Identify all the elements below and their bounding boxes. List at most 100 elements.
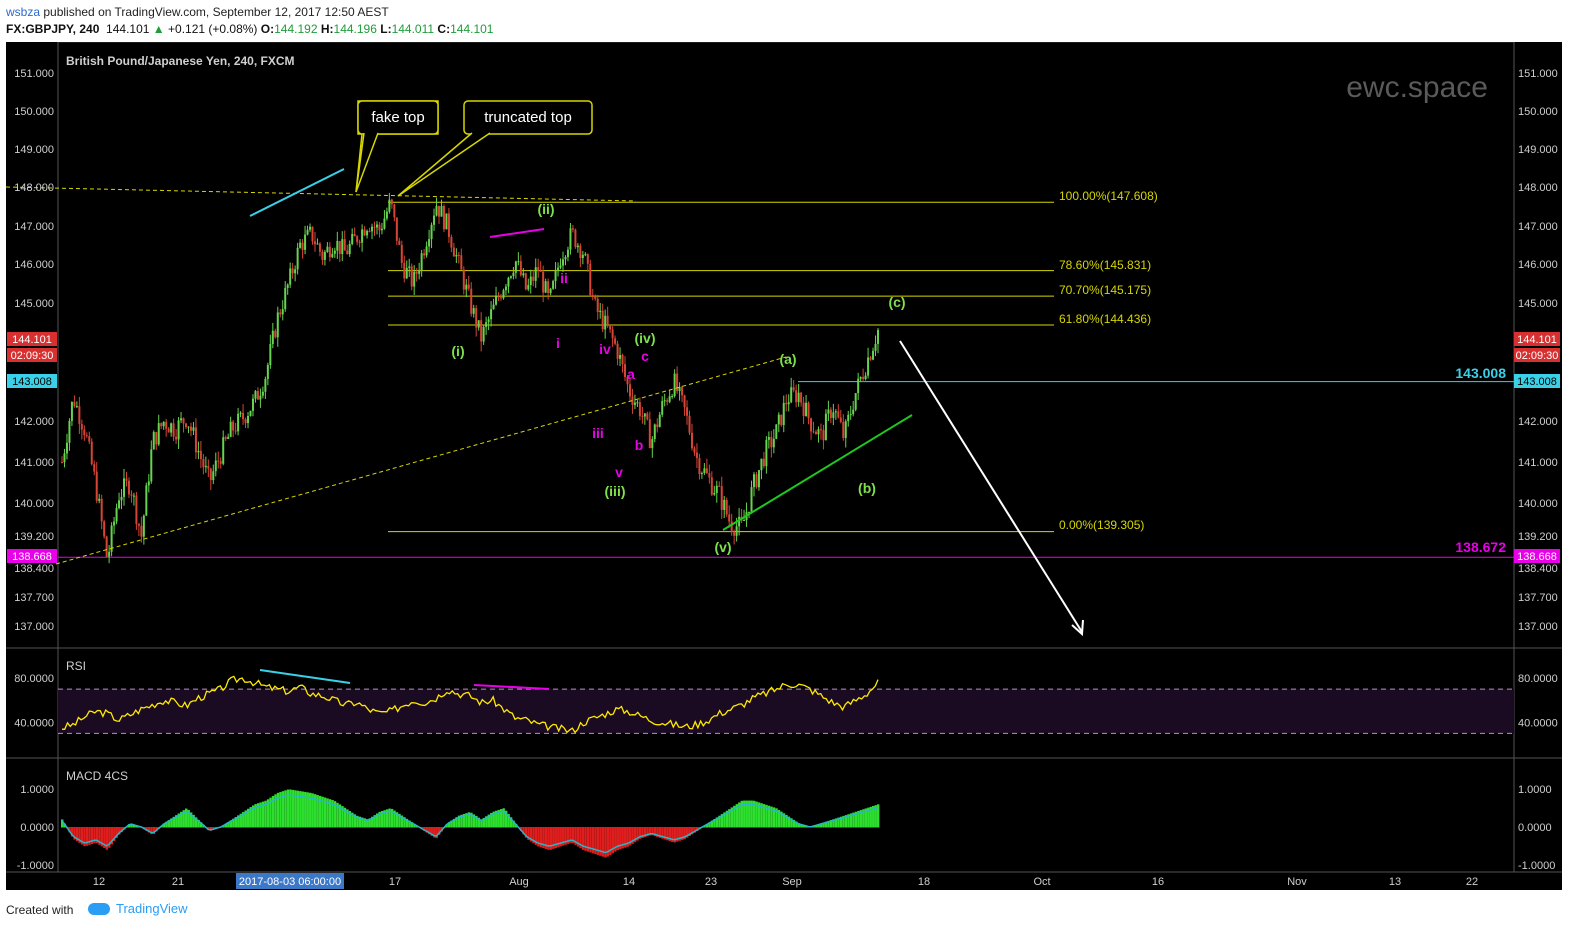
macd-signal-line	[61, 794, 879, 854]
wave-green-a: (a)	[779, 351, 796, 367]
candle-body	[328, 246, 331, 258]
open-value: 144.192	[274, 22, 318, 36]
macd-bar	[671, 827, 674, 842]
chart-area[interactable]: 151.000 151.000 150.000 150.000 149.000 149.0…	[5, 41, 1562, 890]
candle-body	[207, 465, 210, 469]
macd-bar	[232, 818, 235, 828]
candle-body	[368, 230, 371, 232]
candle-body	[524, 273, 527, 290]
macd-bar	[619, 827, 622, 850]
candle-body	[599, 310, 602, 312]
tradingview-link[interactable]: TradingView	[88, 901, 188, 916]
macd-bar	[398, 813, 401, 828]
candle-body	[85, 435, 88, 437]
macd-bar	[869, 806, 872, 828]
macd-bar	[450, 820, 453, 828]
macd-bar	[73, 827, 76, 840]
macd-bar	[271, 796, 275, 828]
candle-body	[842, 421, 845, 438]
macd-bar	[495, 810, 498, 828]
candle-body	[425, 246, 428, 256]
macd-bar	[795, 821, 798, 828]
candle-body	[140, 525, 143, 537]
macd-bar	[375, 813, 379, 828]
macd-bar	[346, 809, 349, 828]
candle-body	[192, 427, 195, 431]
macd-bar	[323, 797, 327, 828]
macd-bar	[636, 827, 639, 841]
macd-bar	[480, 819, 483, 828]
projection-arrow-line	[899, 340, 1083, 633]
macd-bar	[643, 827, 647, 838]
candle-body	[118, 500, 121, 509]
macd-bar	[487, 814, 491, 828]
macd-bar	[569, 827, 572, 844]
candle-body	[497, 296, 500, 298]
macd-bar	[152, 827, 156, 834]
x-tick-label: 18	[918, 876, 930, 888]
candle-body	[492, 304, 495, 310]
candle-body	[668, 396, 671, 402]
candle-body	[378, 224, 381, 231]
candle-body	[383, 218, 386, 229]
candle-body	[125, 478, 128, 481]
macd-bar	[681, 827, 684, 840]
macd-bar	[229, 820, 233, 828]
macd-bar	[512, 820, 515, 828]
countdown-tag-left: 02:09:30	[11, 350, 54, 362]
candle-body	[636, 402, 639, 404]
candle-body	[534, 267, 537, 281]
macd-bar	[189, 812, 193, 828]
macd-bar	[306, 792, 309, 828]
macd-bar	[849, 813, 853, 828]
y-tick-right: 145.000	[1518, 298, 1558, 310]
candle-body	[115, 508, 118, 522]
candle-body	[467, 284, 470, 289]
y-tick-left: 137.000	[14, 621, 54, 633]
macd-bar	[467, 812, 471, 828]
candle-body	[393, 204, 396, 218]
candle-body	[256, 391, 259, 400]
candle-body	[646, 413, 649, 420]
macd-bar	[380, 811, 384, 828]
candle-body	[733, 532, 736, 536]
candle-body	[750, 487, 753, 512]
macd-bar	[785, 814, 788, 828]
candle-body	[180, 418, 183, 421]
candle-body	[108, 551, 111, 557]
macd-bar	[261, 801, 265, 828]
chart-canvas[interactable]: 151.000 151.000 150.000 150.000 149.000 149.0…	[5, 41, 1562, 890]
macd-bar	[767, 805, 771, 828]
macd-bar	[100, 827, 104, 847]
candle-body	[229, 421, 232, 437]
fib-label-707: 70.70%(145.175)	[1059, 283, 1151, 297]
change-arrow-icon: ▲	[152, 22, 165, 36]
cyan-divergence-line	[249, 168, 345, 217]
candle-body	[710, 477, 713, 495]
macd-bar	[194, 817, 198, 828]
candle-body	[326, 246, 329, 252]
x-tick-label: 14	[623, 876, 635, 888]
candle-body	[715, 485, 718, 493]
candle-body	[234, 430, 237, 432]
candle-body	[281, 309, 284, 315]
candle-body	[512, 272, 515, 277]
macd-bar	[534, 827, 538, 845]
macd-bar	[581, 827, 585, 850]
fib-label-0: 0.00%(139.305)	[1059, 518, 1144, 532]
macd-bar	[658, 827, 662, 838]
candle-body	[834, 411, 837, 413]
author-link[interactable]: wsbza	[6, 5, 41, 19]
macd-bar	[482, 817, 486, 828]
publish-info: wsbza published on TradingView.com, Sept…	[6, 5, 389, 19]
macd-bar	[842, 815, 845, 828]
level-143-tags: 143.008 143.008	[7, 374, 1560, 388]
y-tick-left: 151.000	[14, 68, 54, 80]
macd-bar	[574, 827, 577, 845]
candle-body	[420, 253, 423, 271]
macd-bar	[822, 822, 825, 828]
macd-bar	[596, 827, 600, 855]
macd-bar	[462, 813, 466, 828]
open-label: O:	[260, 22, 275, 36]
candle-body	[760, 458, 763, 471]
